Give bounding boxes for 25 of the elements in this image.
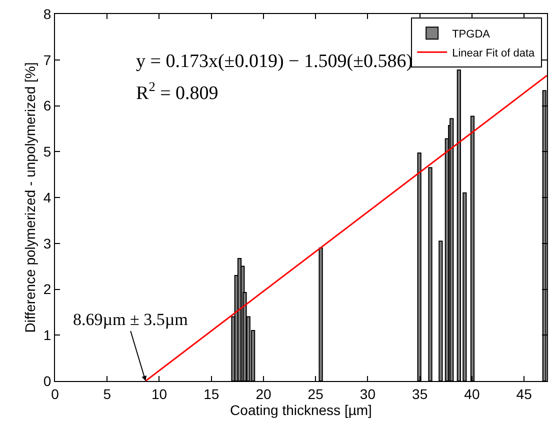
annotation: R$^{2}$ = 0.809 [136, 79, 218, 104]
x-tick-label: 45 [516, 386, 532, 402]
y-tick-label: 0 [43, 372, 52, 389]
x-tick-label: 20 [256, 386, 272, 402]
x-tick-label: 30 [360, 386, 376, 402]
y-tick-label: 8 [43, 6, 52, 22]
x-tick-label: 10 [151, 386, 168, 402]
y-tick-label: 2 [43, 281, 52, 298]
y-tick-label: 4 [43, 189, 52, 206]
x-tick-label: 40 [464, 386, 480, 402]
x-tick-label: 25 [308, 386, 324, 402]
x-tick-label: 5 [103, 386, 112, 402]
y-tick-label: 6 [43, 98, 52, 114]
legend-label: Linear Fit of data [452, 47, 536, 60]
x-tick-label: 35 [412, 386, 428, 402]
legend-label: TPGDA [452, 28, 491, 40]
y-tick-label: 7 [43, 52, 52, 68]
x-tick-label: 15 [204, 386, 220, 402]
x-axis-title: Coating thickness [µm] [230, 402, 372, 418]
y-tick-label: 5 [43, 144, 52, 160]
y-tick-label: 3 [43, 235, 52, 252]
y-axis-title: Difference polymerized - unpolymerized [%] [22, 62, 38, 333]
y-tick-label: 1 [43, 327, 52, 344]
annotation: y = 0.173x(±0.019) − 1.509(±0.586) [136, 51, 413, 72]
annotation: 8.69µm ± 3.5µm [73, 310, 188, 329]
